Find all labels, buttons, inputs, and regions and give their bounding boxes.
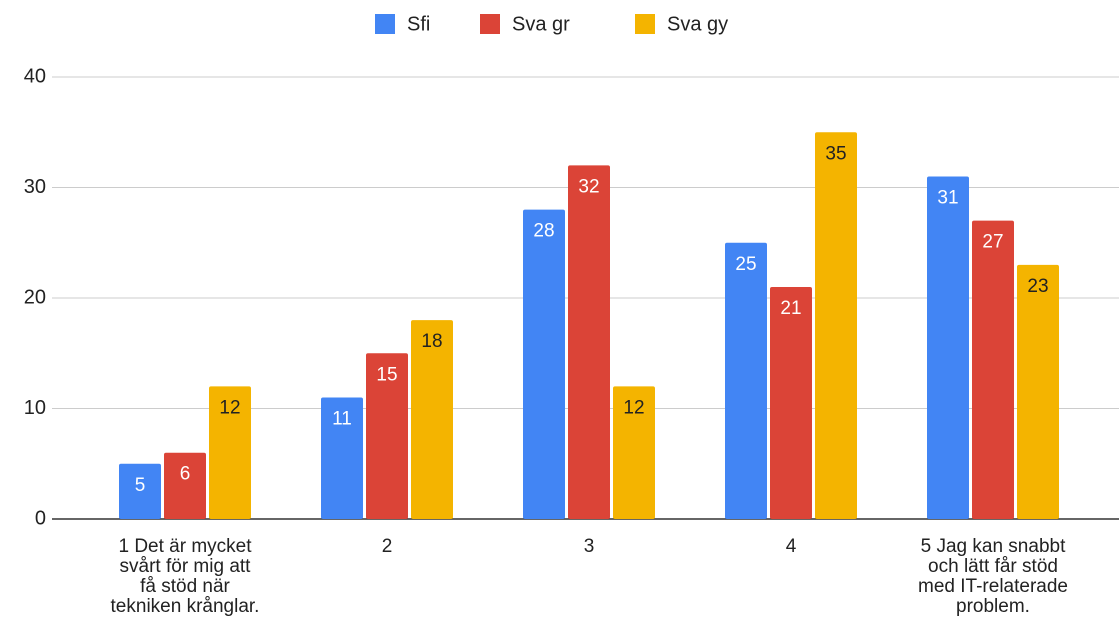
x-tick-label-line: 1 Det är mycket: [118, 536, 252, 557]
x-tick-label: 4: [786, 536, 797, 557]
data-label: 27: [982, 232, 1003, 253]
data-label: 5: [135, 475, 146, 496]
x-tick-label-line: med IT-relaterade: [918, 576, 1068, 597]
bar: [927, 176, 969, 519]
legend-swatch: [375, 14, 395, 34]
x-tick-label-line: problem.: [956, 596, 1030, 617]
legend-label: Sfi: [407, 13, 430, 35]
data-label: 28: [533, 221, 554, 242]
x-tick-label-line: svårt för mig att: [120, 556, 252, 577]
bar: [568, 165, 610, 519]
x-tick-label-line: 2: [382, 536, 393, 557]
x-tick-label-line: och lätt får stöd: [928, 556, 1058, 577]
data-label: 35: [825, 143, 846, 164]
x-tick-label-line: få stöd när: [140, 576, 230, 597]
data-label: 25: [735, 254, 756, 275]
bar: [523, 209, 565, 519]
x-tick-label: 1 Det är mycket svårt för mig att få stöd …: [111, 536, 260, 617]
data-label: 23: [1027, 276, 1048, 297]
data-label: 15: [376, 364, 397, 385]
data-label: 12: [219, 397, 240, 418]
bar: [321, 397, 363, 519]
legend-label: Sva gy: [667, 13, 728, 35]
data-label: 21: [780, 298, 801, 319]
data-label: 11: [332, 408, 352, 429]
bar: [613, 386, 655, 519]
x-tick-label: 3: [584, 536, 595, 557]
bar: [209, 386, 251, 519]
legend-swatch: [635, 14, 655, 34]
data-label: 6: [180, 464, 191, 485]
bar: [411, 320, 453, 519]
x-tick-label-line: 5 Jag kan snabbt: [921, 536, 1066, 557]
y-tick-label: 30: [24, 176, 46, 198]
legend-swatch: [480, 14, 500, 34]
data-label: 31: [937, 187, 958, 208]
y-tick-label: 10: [24, 397, 46, 419]
x-tick-label: 2: [382, 536, 393, 557]
legend-label: Sva gr: [512, 13, 570, 35]
bar: [164, 452, 206, 519]
bar: [119, 463, 161, 519]
x-tick-label-line: tekniken krånglar.: [111, 596, 260, 617]
bar: [815, 132, 857, 519]
x-tick-label-line: 3: [584, 536, 595, 557]
bar: [770, 286, 812, 519]
bar: [725, 242, 767, 519]
y-tick-label: 20: [24, 286, 46, 308]
data-label: 12: [623, 397, 644, 418]
x-tick-label-line: 4: [786, 536, 797, 557]
bar: [366, 353, 408, 519]
data-label: 32: [578, 176, 599, 197]
y-tick-label: 0: [35, 507, 46, 529]
bar: [972, 220, 1014, 519]
bar: [1017, 264, 1059, 519]
y-tick-label: 40: [24, 65, 46, 87]
data-label: 18: [421, 331, 442, 352]
x-tick-label: 5 Jag kan snabbt och lätt får stöd med IT-…: [918, 536, 1068, 617]
